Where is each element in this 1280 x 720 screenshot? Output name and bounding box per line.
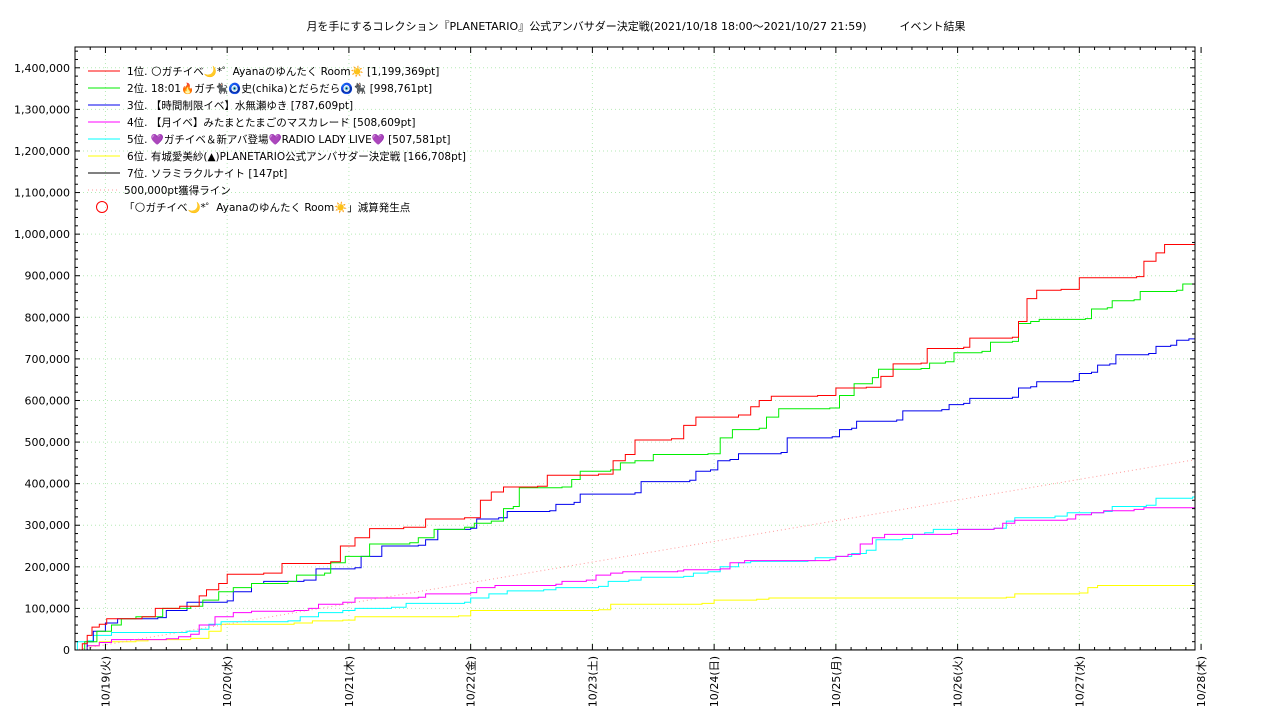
y-tick-label: 800,000 xyxy=(25,311,71,324)
legend-label-6: 6位. 有城愛美紗(▲)PLANETARIO公式アンバサダー決定戦 [166,7… xyxy=(127,150,466,163)
series-line-2 xyxy=(75,283,1195,650)
legend-label-5: 5位. 💜ガチイベ＆新アバ登場💜RADIO LADY LIVE💜 [507,58… xyxy=(127,133,451,146)
legend-marker-swatch xyxy=(96,201,108,213)
y-tick-label: 300,000 xyxy=(25,519,71,532)
y-tick-label: 500,000 xyxy=(25,436,71,449)
legend-label-3: 3位. 【時間制限イベ】水無瀬ゆき [787,609pt] xyxy=(127,99,353,112)
axes: 0 100,000 200,000 300,000 400,000 500,000 600,… xyxy=(14,47,1208,707)
y-tick-label: 700,000 xyxy=(25,353,71,366)
series-line-6 xyxy=(75,585,1195,650)
legend-label-4: 4位. 【月イベ】みたまとたまごのマスカレード [508,609pt] xyxy=(127,116,415,129)
series-line-3 xyxy=(75,333,1195,650)
plot-frame xyxy=(74,46,1196,651)
series-line-4 xyxy=(75,507,1195,650)
y-tick-label: 1,100,000 xyxy=(14,187,70,200)
y-tick-label: 900,000 xyxy=(25,270,71,283)
y-tick-label: 1,000,000 xyxy=(14,228,70,241)
legend-label-2: 2位. 18:01🔥ガチ🐈‍⬛🧿史(chika)とだらだら🧿🐈‍⬛ [998,7… xyxy=(127,82,432,95)
y-tick-label: 1,300,000 xyxy=(14,103,70,116)
x-tick-label: 10/27(水) xyxy=(1073,656,1086,707)
series-line-5 xyxy=(75,496,1195,650)
legend-label-7: 7位. ソラミラクルナイト [147pt] xyxy=(127,167,287,180)
x-tick-label: 10/25(月) xyxy=(830,656,843,707)
y-tick-label: 400,000 xyxy=(25,478,71,491)
y-tick-label: 200,000 xyxy=(25,561,71,574)
y-tick-label: 600,000 xyxy=(25,394,71,407)
legend-marker-label: 「🌕ガチイベ🌙*゜Ayanaのゆんたく Room☀️」減算発生点 xyxy=(124,201,410,214)
grid xyxy=(75,47,1202,650)
legend: 1位. 🌕ガチイベ🌙*゜Ayanaのゆんたく Room☀️ [1,199,369… xyxy=(88,65,466,214)
subtraction-marker xyxy=(1224,235,1235,246)
x-tick-label: 10/21(木) xyxy=(343,656,356,707)
y-tick-label: 0 xyxy=(63,644,70,657)
x-tick-label: 10/24(日) xyxy=(708,656,721,707)
x-tick-label: 10/28(木) xyxy=(1195,656,1208,707)
series-line-8 xyxy=(75,459,1195,650)
x-tick-label: 10/22(金) xyxy=(464,656,478,707)
y-tick-label: 100,000 xyxy=(25,602,71,615)
x-tick-label: 10/19(火) xyxy=(99,656,112,707)
x-tick-label: 10/23(土) xyxy=(586,656,599,707)
chart-title: 月を手にするコレクション『PLANETARIO』公式アンバサダー決定戦(2021… xyxy=(306,20,966,33)
series-line-1 xyxy=(75,242,1195,650)
x-tick-label: 10/26(火) xyxy=(952,656,965,707)
y-tick-label: 1,200,000 xyxy=(14,145,70,158)
y-tick-label: 1,400,000 xyxy=(14,62,70,75)
legend-label-1: 1位. 🌕ガチイベ🌙*゜Ayanaのゆんたく Room☀️ [1,199,369… xyxy=(127,65,439,78)
x-tick-label: 10/20(水) xyxy=(221,656,234,707)
legend-label-8: 500,000pt獲得ライン xyxy=(124,184,231,197)
